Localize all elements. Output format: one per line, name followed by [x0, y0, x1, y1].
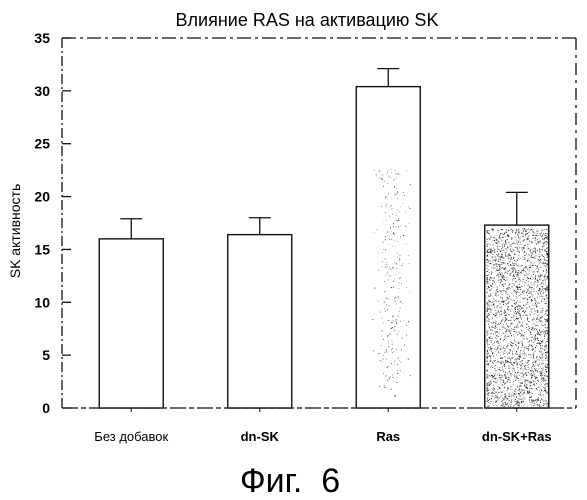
x-axis: Без добавок dn-SK Ras dn-SK+Ras [94, 408, 551, 444]
y-tick-label: 10 [34, 294, 50, 310]
bar-group [228, 218, 292, 408]
x-tick-label: Без добавок [94, 429, 168, 444]
x-tick-label: dn-SK [241, 429, 280, 444]
bar-group [485, 192, 549, 408]
y-tick-label: 35 [34, 30, 50, 46]
bar-group [99, 219, 163, 408]
bar [356, 87, 420, 408]
x-tick-label: dn-SK+Ras [482, 429, 552, 444]
x-tick-label: Ras [376, 429, 400, 444]
y-tick-label: 20 [34, 189, 50, 205]
bar-group [356, 69, 420, 408]
y-tick-label: 15 [34, 241, 50, 257]
bars [99, 69, 549, 408]
y-tick-label: 30 [34, 83, 50, 99]
bar [99, 239, 163, 408]
chart-title: Влияние RAS на активацию SK [176, 10, 439, 30]
figure-caption: Фиг. 6 [240, 462, 340, 500]
y-axis-label: SK активность [7, 184, 23, 279]
y-tick-label: 0 [42, 400, 50, 416]
y-tick-label: 5 [42, 347, 50, 363]
y-axis: 0 5 10 15 20 25 30 35 [34, 30, 71, 416]
y-tick-label: 25 [34, 136, 50, 152]
bar [228, 235, 292, 408]
